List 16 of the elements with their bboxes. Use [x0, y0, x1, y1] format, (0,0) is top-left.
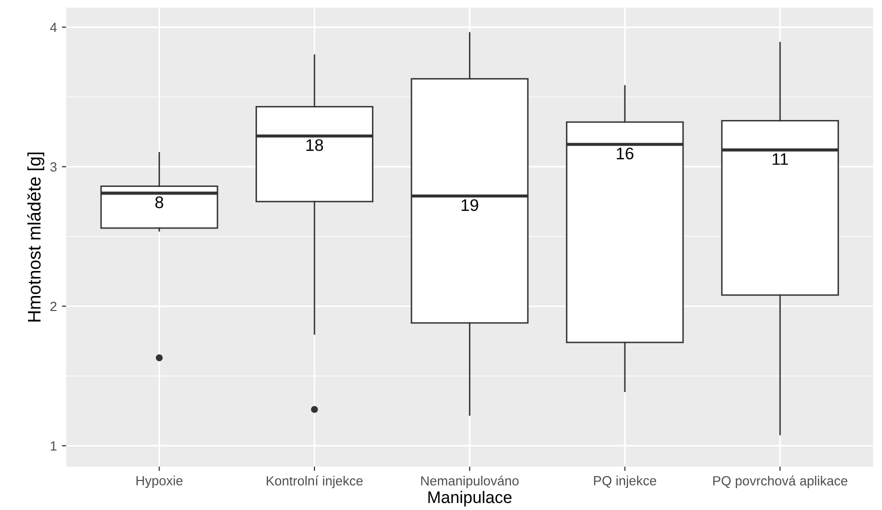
x-tick-label: PQ povrchová aplikace	[713, 476, 848, 488]
annotation: 8	[155, 196, 164, 208]
x-tick-label: PQ injekce	[594, 476, 656, 488]
y-tick-label: 1	[50, 441, 56, 451]
x-tick-label: Nemanipulováno	[421, 476, 519, 488]
x-tick-label: Kontrolní injekce	[266, 476, 363, 488]
y-axis-title: Hmotnost mláděte [g]	[27, 152, 44, 322]
x-tick-label: Hypoxie	[136, 476, 183, 488]
y-tick-label: 2	[50, 302, 56, 311]
y-tick-label: 4	[50, 22, 57, 32]
annotation: 19	[462, 199, 478, 212]
annotation: 11	[772, 153, 788, 165]
annotation: 18	[306, 139, 324, 152]
annotation: 16	[616, 148, 634, 160]
y-tick-label: 3	[50, 162, 57, 172]
x-axis-title: Manipulace	[428, 490, 512, 506]
